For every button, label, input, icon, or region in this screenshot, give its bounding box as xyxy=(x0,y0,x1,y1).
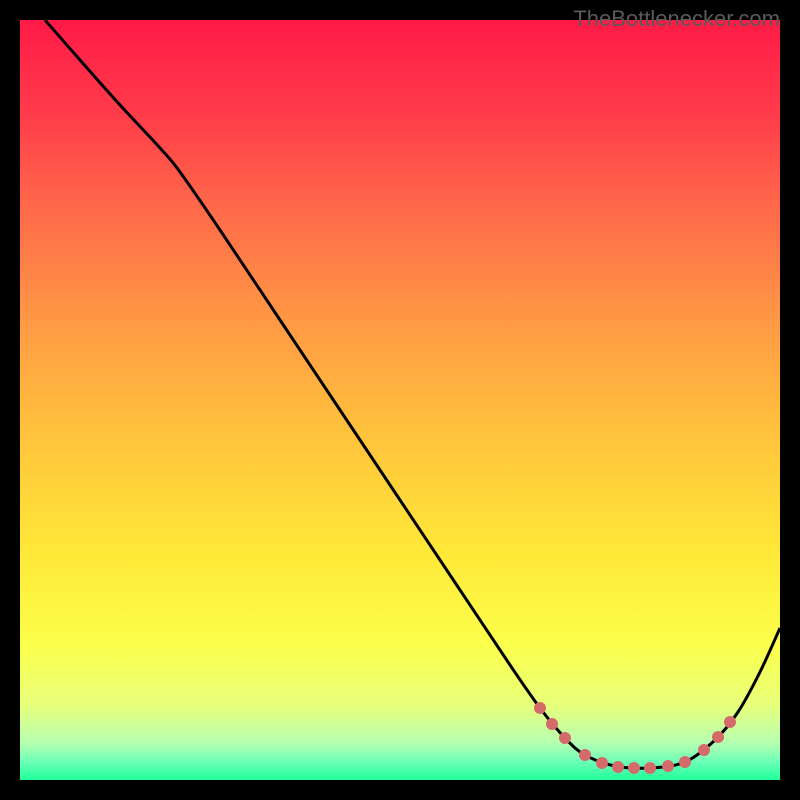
valley-marker xyxy=(596,757,608,769)
valley-marker xyxy=(546,718,558,730)
valley-marker xyxy=(628,762,640,774)
marker-group xyxy=(534,702,736,774)
watermark-text: TheBottlenecker.com xyxy=(573,6,780,32)
valley-marker xyxy=(712,731,724,743)
valley-marker xyxy=(662,760,674,772)
valley-marker xyxy=(644,762,656,774)
valley-marker xyxy=(612,761,624,773)
bottleneck-curve xyxy=(45,20,780,768)
plot-area xyxy=(20,20,780,780)
valley-marker xyxy=(534,702,546,714)
curve-layer xyxy=(20,20,780,780)
valley-marker xyxy=(724,716,736,728)
valley-marker xyxy=(698,744,710,756)
valley-marker xyxy=(559,732,571,744)
valley-marker xyxy=(579,749,591,761)
valley-marker xyxy=(679,756,691,768)
